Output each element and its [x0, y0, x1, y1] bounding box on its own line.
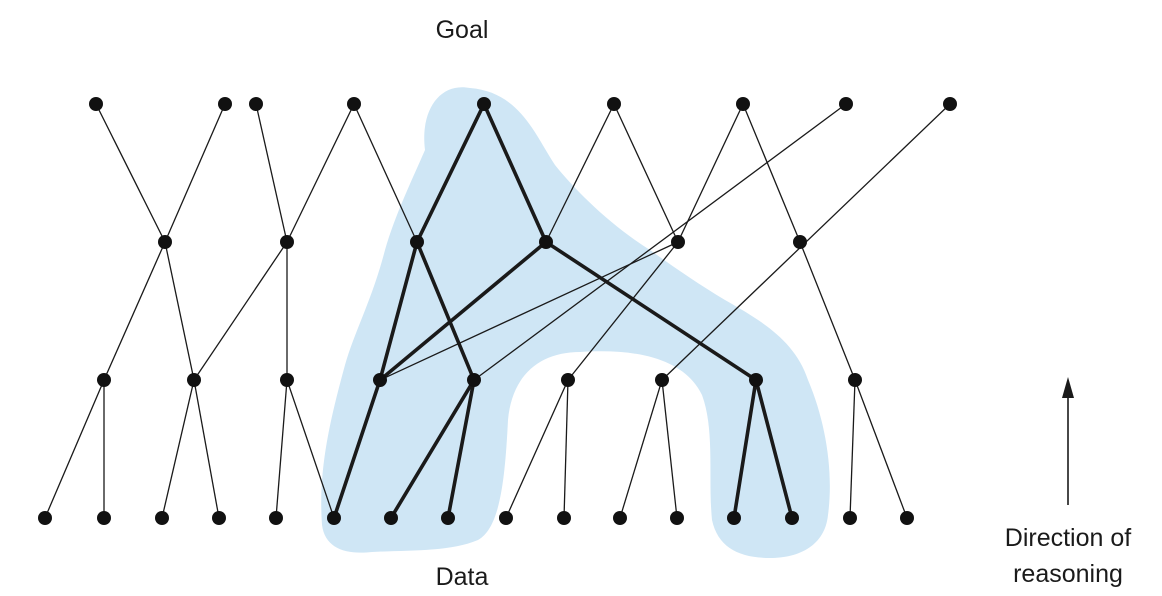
data-node — [38, 511, 52, 525]
edge — [854, 379, 908, 519]
edge — [193, 379, 220, 519]
node — [561, 373, 575, 387]
data-node — [269, 511, 283, 525]
edge — [849, 379, 856, 519]
edge — [44, 379, 105, 519]
data-node — [843, 511, 857, 525]
node — [749, 373, 763, 387]
edge — [193, 241, 288, 381]
node — [373, 373, 387, 387]
highlight-region — [321, 87, 830, 558]
edge — [103, 241, 166, 381]
edge — [286, 103, 355, 243]
data-node — [613, 511, 627, 525]
path-edge — [389, 378, 476, 520]
node — [848, 373, 862, 387]
data-node — [441, 511, 455, 525]
direction-label-line1: Direction of — [1005, 524, 1131, 552]
node — [218, 97, 232, 111]
edge — [661, 379, 678, 519]
node — [410, 235, 424, 249]
path-edge — [415, 102, 486, 244]
edge — [353, 103, 418, 243]
node — [249, 97, 263, 111]
node — [158, 235, 172, 249]
node — [793, 235, 807, 249]
node — [467, 373, 481, 387]
node — [736, 97, 750, 111]
node — [655, 373, 669, 387]
data-node — [727, 511, 741, 525]
edge — [275, 379, 288, 519]
edge — [567, 241, 679, 381]
data-node — [155, 511, 169, 525]
path-edge — [415, 240, 476, 382]
data-node — [670, 511, 684, 525]
node — [671, 235, 685, 249]
data-node — [785, 511, 799, 525]
edge — [742, 103, 801, 243]
data-node — [97, 511, 111, 525]
data-node — [384, 511, 398, 525]
edge — [255, 103, 288, 243]
node — [539, 235, 553, 249]
node — [97, 373, 111, 387]
path-edge — [332, 378, 382, 520]
direction-arrow — [1062, 377, 1074, 505]
data-node — [900, 511, 914, 525]
node — [839, 97, 853, 111]
node — [607, 97, 621, 111]
edge — [505, 379, 569, 519]
data-node — [212, 511, 226, 525]
edge — [286, 379, 335, 519]
data-node — [327, 511, 341, 525]
direction-label-line2: reasoning — [1013, 560, 1123, 588]
edge — [619, 379, 663, 519]
edge — [677, 103, 744, 243]
path-edge — [732, 378, 758, 520]
goal-label: Goal — [436, 16, 489, 44]
edge — [379, 241, 679, 381]
node — [187, 373, 201, 387]
node — [89, 97, 103, 111]
path-edge — [446, 378, 476, 520]
node — [347, 97, 361, 111]
path-edge — [378, 240, 548, 382]
data-node — [557, 511, 571, 525]
node — [280, 373, 294, 387]
edge — [545, 103, 615, 243]
data-label: Data — [436, 563, 489, 591]
edge — [95, 103, 166, 243]
path-edge — [378, 240, 419, 382]
path-edge — [544, 240, 758, 382]
data-node — [499, 511, 513, 525]
path-edge — [482, 102, 548, 244]
edge — [563, 379, 569, 519]
node — [943, 97, 957, 111]
edge — [164, 241, 195, 381]
node — [280, 235, 294, 249]
edge — [799, 241, 856, 381]
edge — [473, 103, 847, 381]
edge — [164, 103, 226, 243]
edge — [613, 103, 679, 243]
edge — [161, 379, 195, 519]
path-edge — [754, 378, 794, 520]
goal-node — [477, 97, 491, 111]
